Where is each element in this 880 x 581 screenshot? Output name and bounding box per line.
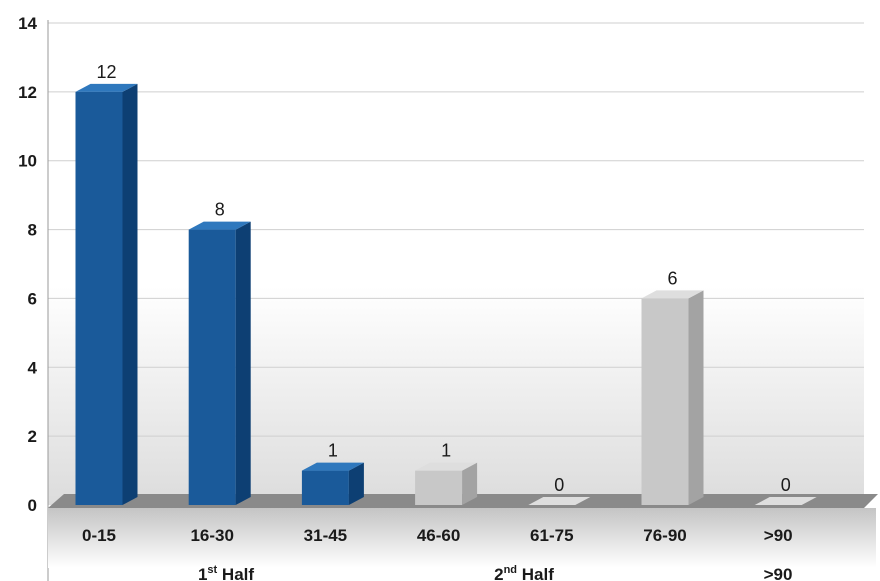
y-tick-label: 10 xyxy=(18,152,37,171)
bar-top xyxy=(188,221,251,230)
bar-46-60 xyxy=(415,462,478,505)
bar-31-45 xyxy=(301,462,364,505)
data-label: 6 xyxy=(667,268,677,288)
data-label: 0 xyxy=(554,475,564,495)
bar-side xyxy=(462,462,478,505)
group-label: 2nd Half xyxy=(494,564,554,581)
x-tick-label: >90 xyxy=(764,526,793,545)
data-label: 8 xyxy=(215,200,225,220)
plot-background xyxy=(48,20,864,505)
bar-front xyxy=(641,298,689,505)
bar-front xyxy=(415,470,463,505)
bar-top xyxy=(641,290,704,299)
bar-side xyxy=(348,462,364,505)
group-label: 1st Half xyxy=(198,564,254,581)
x-tick-label: 76-90 xyxy=(643,526,686,545)
x-axis-band xyxy=(48,508,876,568)
bar-zero-marker xyxy=(528,497,591,505)
x-tick-label: 0-15 xyxy=(82,526,116,545)
bar-0-15 xyxy=(75,83,138,505)
y-tick-label: 0 xyxy=(28,496,37,515)
bar-side xyxy=(122,83,138,505)
bar-side xyxy=(235,221,251,506)
bar-zero-marker xyxy=(754,497,817,505)
group-label: >90 xyxy=(764,565,793,581)
x-tick-label: 31-45 xyxy=(304,526,347,545)
y-tick-label: 8 xyxy=(28,221,37,240)
bar-76-90 xyxy=(641,290,704,505)
x-tick-label: 61-75 xyxy=(530,526,573,545)
y-tick-label: 14 xyxy=(18,14,37,33)
data-label: 12 xyxy=(96,62,116,82)
bar-16-30 xyxy=(188,221,251,506)
bar-front xyxy=(75,91,123,505)
bar-front xyxy=(301,470,349,505)
bar-61-75 xyxy=(528,497,591,505)
data-label: 0 xyxy=(781,475,791,495)
x-tick-label: 46-60 xyxy=(417,526,460,545)
x-tick-label: 16-30 xyxy=(190,526,233,545)
y-tick-label: 2 xyxy=(28,427,37,446)
bar-top xyxy=(75,83,138,92)
y-tick-label: 4 xyxy=(28,358,38,377)
y-tick-label: 6 xyxy=(28,289,37,308)
bar-front xyxy=(188,229,236,506)
bar->90 xyxy=(754,497,817,505)
data-label: 1 xyxy=(328,441,338,461)
bar-side xyxy=(688,290,704,505)
bar-top xyxy=(301,462,364,471)
data-label: 1 xyxy=(441,441,451,461)
y-tick-label: 12 xyxy=(18,83,37,102)
bar-top xyxy=(415,462,478,471)
